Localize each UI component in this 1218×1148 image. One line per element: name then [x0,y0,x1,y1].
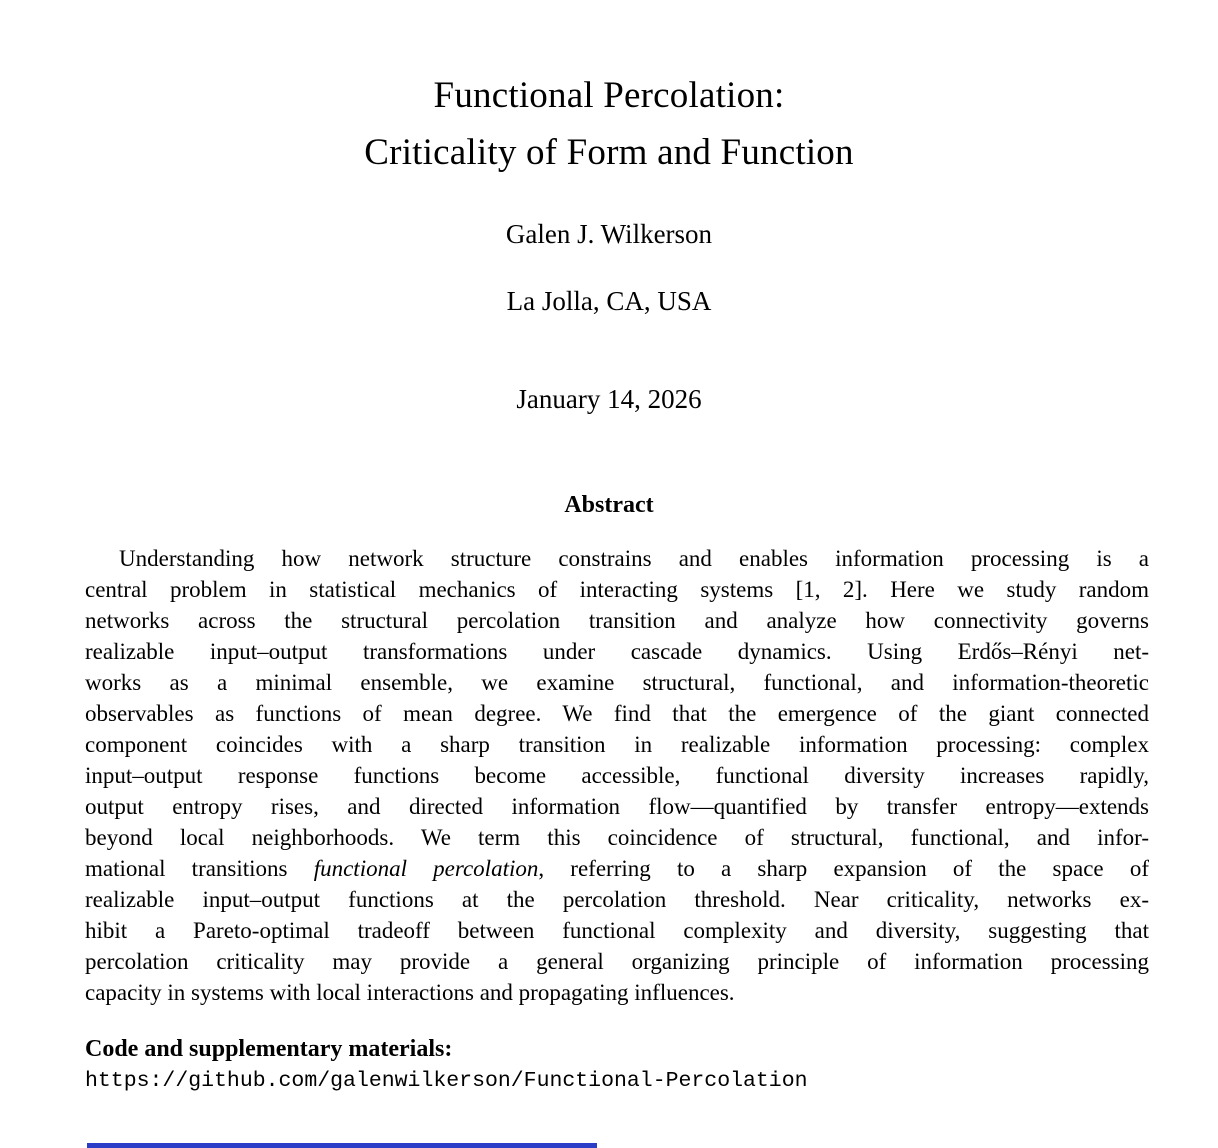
abstract-line: percolation criticality may provide a ge… [85,949,1149,974]
abstract-line: networks across the structural percolati… [85,608,1149,633]
author-affiliation: La Jolla, CA, USA [506,286,712,316]
abstract-line: Understanding how network structure cons… [119,546,1149,571]
emphasis-term: functional percolation [313,856,539,881]
abstract-line: component coincides with a sharp transit… [85,732,1149,757]
abstract-line: capacity in systems with local interacti… [85,980,735,1005]
author-name: Galen J. Wilkerson [505,219,713,249]
abstract-line: hibit a Pareto-optimal tradeoff between … [85,918,1149,943]
abstract-line-text: , referring to a sharp expansion of the … [538,856,1149,881]
link-underline-bar [87,1143,597,1148]
abstract-body: Understanding how network structure cons… [85,543,1149,1008]
abstract-line: mational transitions functional percolat… [85,853,1149,884]
abstract-line-text: mational transitions [85,856,314,881]
abstract-line: realizable input–output functions at the… [85,887,1149,912]
abstract-line: observables as functions of mean degree.… [85,701,1149,726]
abstract-line: beyond local neighborhoods. We term this… [85,825,1149,850]
abstract-line: works as a minimal ensemble, we examine … [85,670,1149,695]
abstract-heading: Abstract [564,492,654,518]
abstract-line: input–output response functions become a… [85,763,1149,788]
paper-date: January 14, 2026 [516,384,702,414]
abstract-line: output entropy rises, and directed infor… [85,794,1149,819]
abstract-line: realizable input–output transformations … [85,639,1149,664]
repo-url-link[interactable]: https://github.com/galenwilkerson/Functi… [85,1069,808,1093]
paper-title-line1: Functional Percolation: [433,75,785,116]
paper-title-line2: Criticality of Form and Function [364,132,854,173]
code-materials-heading: Code and supplementary materials: [85,1036,453,1062]
abstract-line: central problem in statistical mechanics… [85,577,1149,602]
